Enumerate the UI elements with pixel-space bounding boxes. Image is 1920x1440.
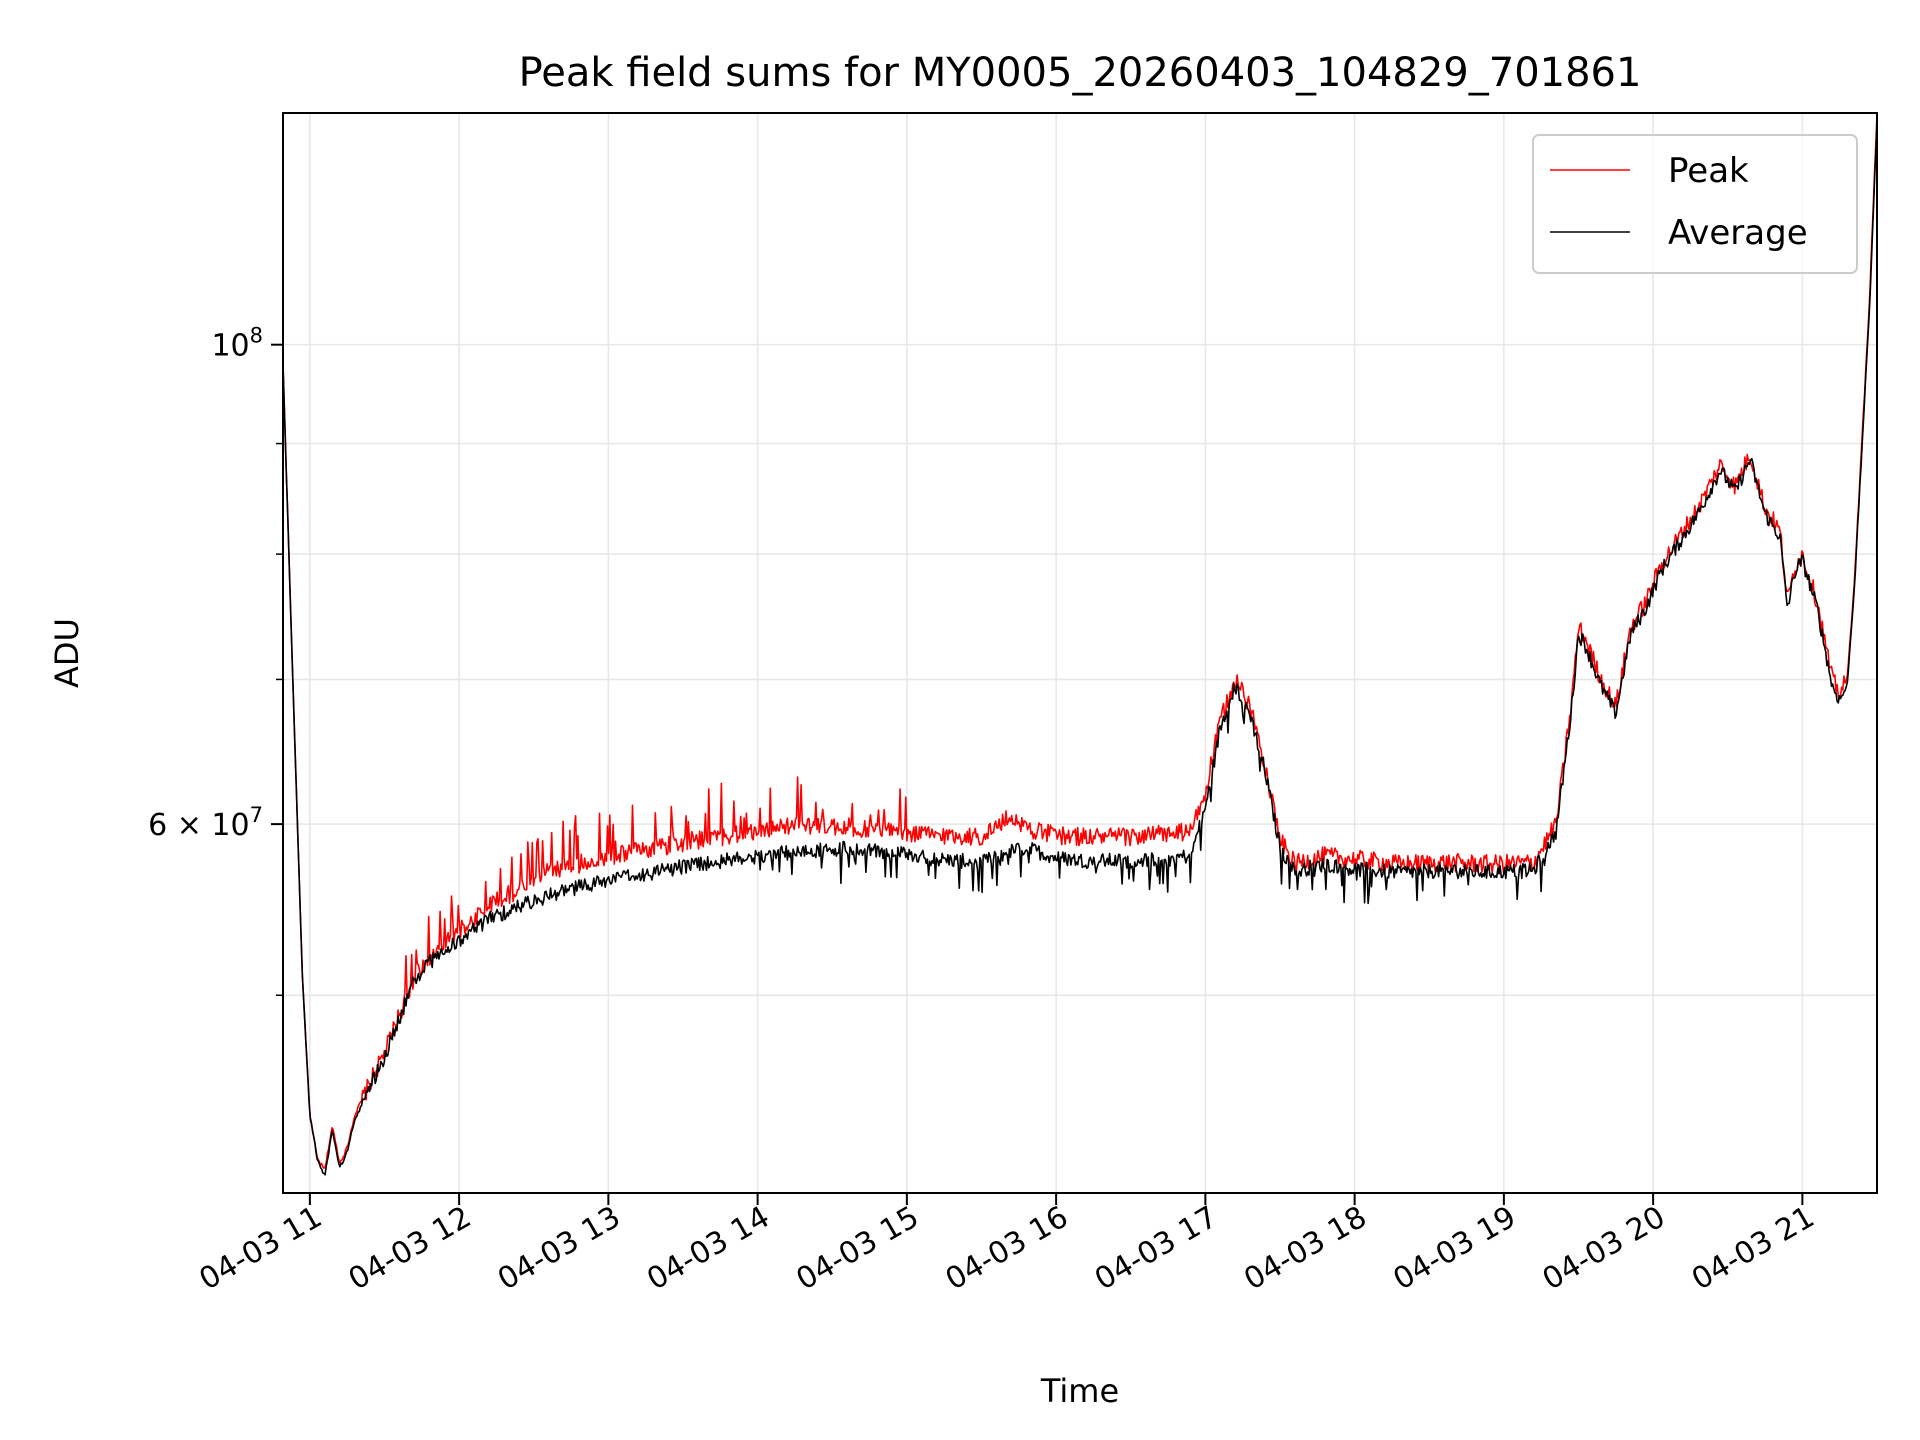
series-average-line [282,119,1878,1176]
series-layer [282,114,1878,1176]
y-tick-label: 108 [211,324,263,364]
plot-frame [282,112,1878,1194]
legend: Peak Average [1532,134,1858,274]
chart-title: Peak field sums for MY0005_20260403_1048… [519,50,1642,96]
y-axis: 108 6 × 107 [148,324,283,996]
grid [283,113,1877,1193]
legend-label-average: Average [1668,213,1808,253]
y-tick-label: 6 × 107 [148,803,263,843]
y-axis-label: ADU [48,618,86,688]
x-axis-label: Time [1040,1372,1119,1410]
legend-label-peak: Peak [1668,151,1749,191]
